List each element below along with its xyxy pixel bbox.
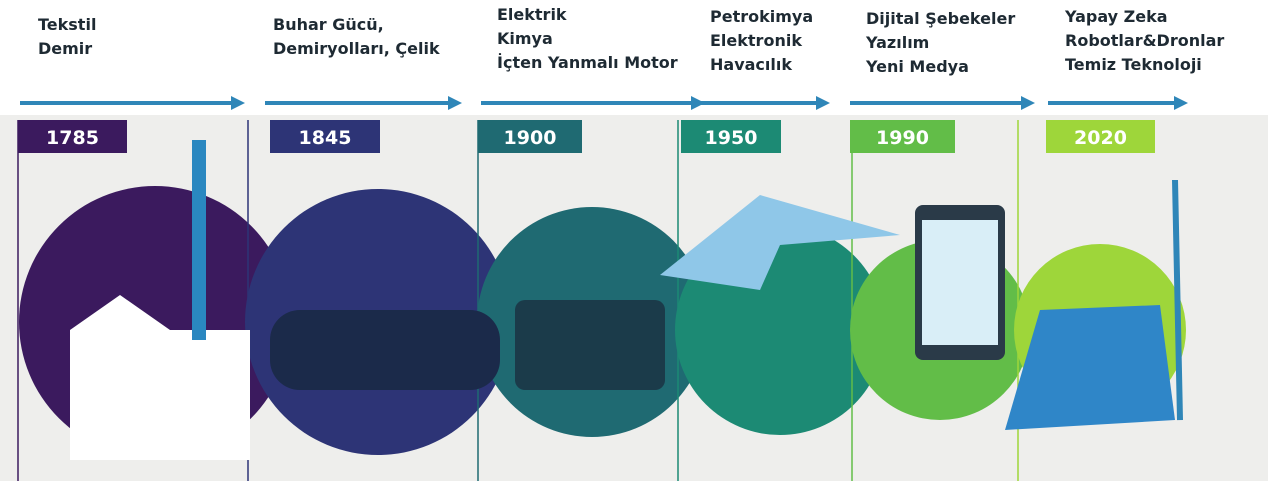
era-caption: Demir <box>38 39 92 58</box>
year-tab <box>270 120 380 153</box>
era-caption: Demiryolları, Çelik <box>273 39 440 58</box>
era-caption: İçten Yanmalı Motor <box>497 53 678 72</box>
era-caption: Kimya <box>497 29 553 48</box>
car <box>515 300 665 390</box>
arrow-head <box>448 96 462 110</box>
era-caption: Temiz Teknoloji <box>1065 55 1202 74</box>
year-label: 1785 <box>46 127 99 149</box>
era-caption: Buhar Gücü, <box>273 15 384 34</box>
year-label: 1845 <box>299 127 352 149</box>
year-label: 1950 <box>705 127 758 149</box>
era-caption: Elektronik <box>710 31 802 50</box>
era-caption: Elektrik <box>497 5 567 24</box>
era-caption: Tekstil <box>38 15 96 34</box>
turbine <box>1172 179 1183 421</box>
year-tab <box>478 120 582 153</box>
chimney <box>192 140 206 340</box>
phone-screen <box>922 220 998 345</box>
era-caption: Havacılık <box>710 55 792 74</box>
year-tab <box>681 120 781 153</box>
era-caption: Yazılım <box>865 33 929 52</box>
era-caption: Robotlar&Dronlar <box>1065 31 1224 50</box>
year-tab <box>850 120 955 153</box>
era-caption: Yeni Medya <box>865 57 969 76</box>
year-label: 2020 <box>1074 127 1127 149</box>
era-caption: Petrokimya <box>710 7 813 26</box>
year-tab <box>1046 120 1155 153</box>
year-label: 1990 <box>876 127 929 149</box>
plane <box>660 195 900 290</box>
solar-panel <box>1005 305 1175 430</box>
locomotive <box>270 310 500 390</box>
arrow-head <box>1021 96 1035 110</box>
arrow-head <box>231 96 245 110</box>
year-tab <box>18 120 127 153</box>
arrow-head <box>1174 96 1188 110</box>
arrow-head <box>816 96 830 110</box>
era-caption: Yapay Zeka <box>1064 7 1168 26</box>
era-caption: Dijital Şebekeler <box>866 9 1015 28</box>
year-label: 1900 <box>504 127 557 149</box>
